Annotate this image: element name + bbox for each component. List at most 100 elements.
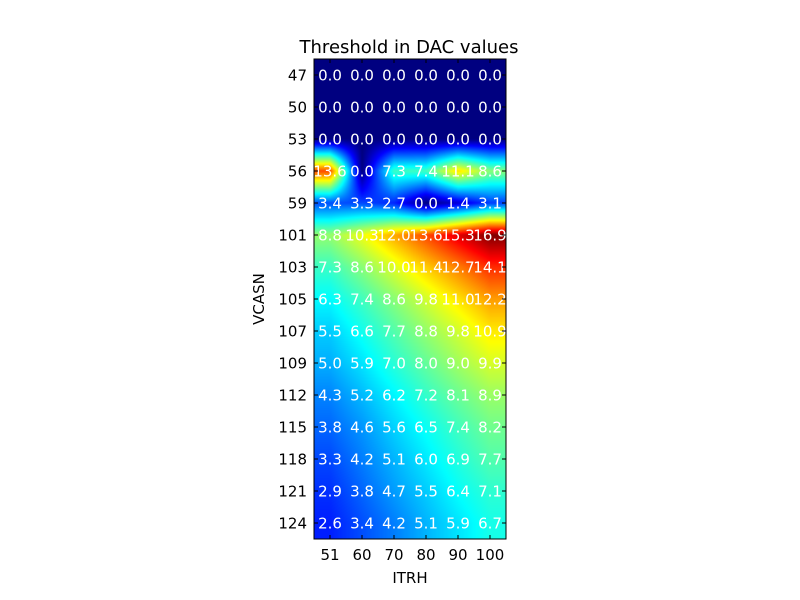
x-tick-label: 60	[352, 546, 371, 564]
cell-value-label: 0.0	[414, 131, 438, 149]
cell-value-label: 12.0	[377, 227, 410, 245]
cell-value-label: 5.0	[318, 355, 342, 373]
cell-value-label: 7.2	[414, 387, 438, 405]
y-tick-label: 124	[278, 515, 307, 533]
cell-value-label: 8.0	[414, 355, 438, 373]
cell-value-label: 0.0	[350, 99, 374, 117]
x-tick-label: 70	[384, 546, 403, 564]
cell-value-label: 10.0	[377, 259, 410, 277]
cell-value-label: 0.0	[318, 99, 342, 117]
cell-value-label: 6.2	[382, 387, 406, 405]
cell-value-label: 7.4	[350, 291, 374, 309]
cell-value-label: 0.0	[414, 195, 438, 213]
cell-value-label: 16.9	[473, 227, 506, 245]
cell-value-label: 8.6	[350, 259, 374, 277]
cell-value-label: 0.0	[350, 131, 374, 149]
cell-value-label: 3.8	[318, 419, 342, 437]
y-tick-label: 50	[288, 99, 307, 117]
cell-value-label: 9.9	[478, 355, 502, 373]
cell-value-label: 6.4	[446, 483, 470, 501]
cell-value-label: 11.4	[409, 259, 442, 277]
cell-value-label: 5.1	[414, 515, 438, 533]
cell-value-label: 8.6	[382, 291, 406, 309]
cell-value-label: 0.0	[318, 67, 342, 85]
cell-value-label: 14.1	[473, 259, 506, 277]
cell-value-label: 5.9	[446, 515, 470, 533]
y-tick-label: 53	[288, 131, 307, 149]
cell-value-label: 5.2	[350, 387, 374, 405]
cell-value-label: 5.1	[382, 451, 406, 469]
cell-value-label: 8.6	[478, 163, 502, 181]
y-tick-label: 59	[288, 195, 307, 213]
y-tick-label: 112	[278, 387, 307, 405]
cell-value-label: 3.4	[318, 195, 342, 213]
cell-value-label: 3.8	[350, 483, 374, 501]
cell-value-label: 6.0	[414, 451, 438, 469]
y-tick-label: 109	[278, 355, 307, 373]
cell-value-label: 5.9	[350, 355, 374, 373]
cell-value-label: 11.1	[441, 163, 474, 181]
cell-value-label: 0.0	[478, 131, 502, 149]
cell-value-label: 0.0	[350, 163, 374, 181]
cell-value-label: 0.0	[382, 99, 406, 117]
cell-value-label: 0.0	[350, 67, 374, 85]
cell-value-label: 6.5	[414, 419, 438, 437]
y-tick-label: 121	[278, 483, 307, 501]
cell-value-label: 8.9	[478, 387, 502, 405]
chart-title: Threshold in DAC values	[299, 37, 519, 58]
x-tick-label: 100	[476, 546, 505, 564]
y-tick-label: 103	[278, 259, 307, 277]
cell-value-label: 6.9	[446, 451, 470, 469]
cell-value-label: 4.7	[382, 483, 406, 501]
y-tick-label: 47	[288, 67, 307, 85]
y-tick-label: 107	[278, 323, 307, 341]
heatmap-image-container	[314, 59, 506, 539]
cell-value-label: 7.7	[478, 451, 502, 469]
x-tick-label: 90	[448, 546, 467, 564]
cell-value-label: 7.4	[446, 419, 470, 437]
plot-area	[314, 59, 506, 539]
cell-value-label: 9.0	[446, 355, 470, 373]
y-axis-title: VCASN	[250, 273, 268, 325]
y-tick-label: 101	[278, 227, 307, 245]
cell-value-label: 5.6	[382, 419, 406, 437]
cell-value-label: 7.7	[382, 323, 406, 341]
cell-value-label: 13.6	[313, 163, 346, 181]
cell-value-label: 8.8	[318, 227, 342, 245]
x-tick-labels: 51 60 70 80 90 100	[320, 546, 504, 564]
cell-value-label: 7.3	[318, 259, 342, 277]
cell-value-label: 0.0	[382, 131, 406, 149]
cell-value-label: 10.3	[345, 227, 378, 245]
cell-value-label: 0.0	[414, 67, 438, 85]
cell-value-label: 0.0	[446, 99, 470, 117]
cell-value-label: 2.6	[318, 515, 342, 533]
y-tick-label: 56	[288, 163, 307, 181]
cell-value-label: 3.3	[318, 451, 342, 469]
cell-value-label: 10.9	[473, 323, 506, 341]
cell-value-label: 6.3	[318, 291, 342, 309]
heatmap-image	[314, 59, 506, 539]
plot-frame	[313, 58, 507, 540]
x-axis-title: ITRH	[392, 569, 427, 587]
cell-value-label: 11.0	[441, 291, 474, 309]
cell-value-label: 0.0	[446, 67, 470, 85]
cell-value-label: 0.0	[382, 67, 406, 85]
cell-value-label: 0.0	[446, 131, 470, 149]
cell-value-label: 8.1	[446, 387, 470, 405]
y-tick-label: 118	[278, 451, 307, 469]
cell-value-label: 2.9	[318, 483, 342, 501]
x-tick-label: 80	[416, 546, 435, 564]
cell-value-label: 6.7	[478, 515, 502, 533]
cell-value-label: 12.2	[473, 291, 506, 309]
cell-value-label: 3.1	[478, 195, 502, 213]
cell-value-label: 13.6	[409, 227, 442, 245]
cell-value-label: 4.2	[350, 451, 374, 469]
cell-value-label: 0.0	[414, 99, 438, 117]
cell-value-label: 12.7	[441, 259, 474, 277]
cell-value-label: 0.0	[478, 67, 502, 85]
cell-value-label: 7.4	[414, 163, 438, 181]
cell-value-label: 8.2	[478, 419, 502, 437]
y-tick-label: 105	[278, 291, 307, 309]
cell-value-labels: 0.0 0.0 0.0 0.0 0.0 0.0 0.0 0.0 0.0 0.0 0.0 0.0 0.0 0…	[313, 67, 506, 533]
